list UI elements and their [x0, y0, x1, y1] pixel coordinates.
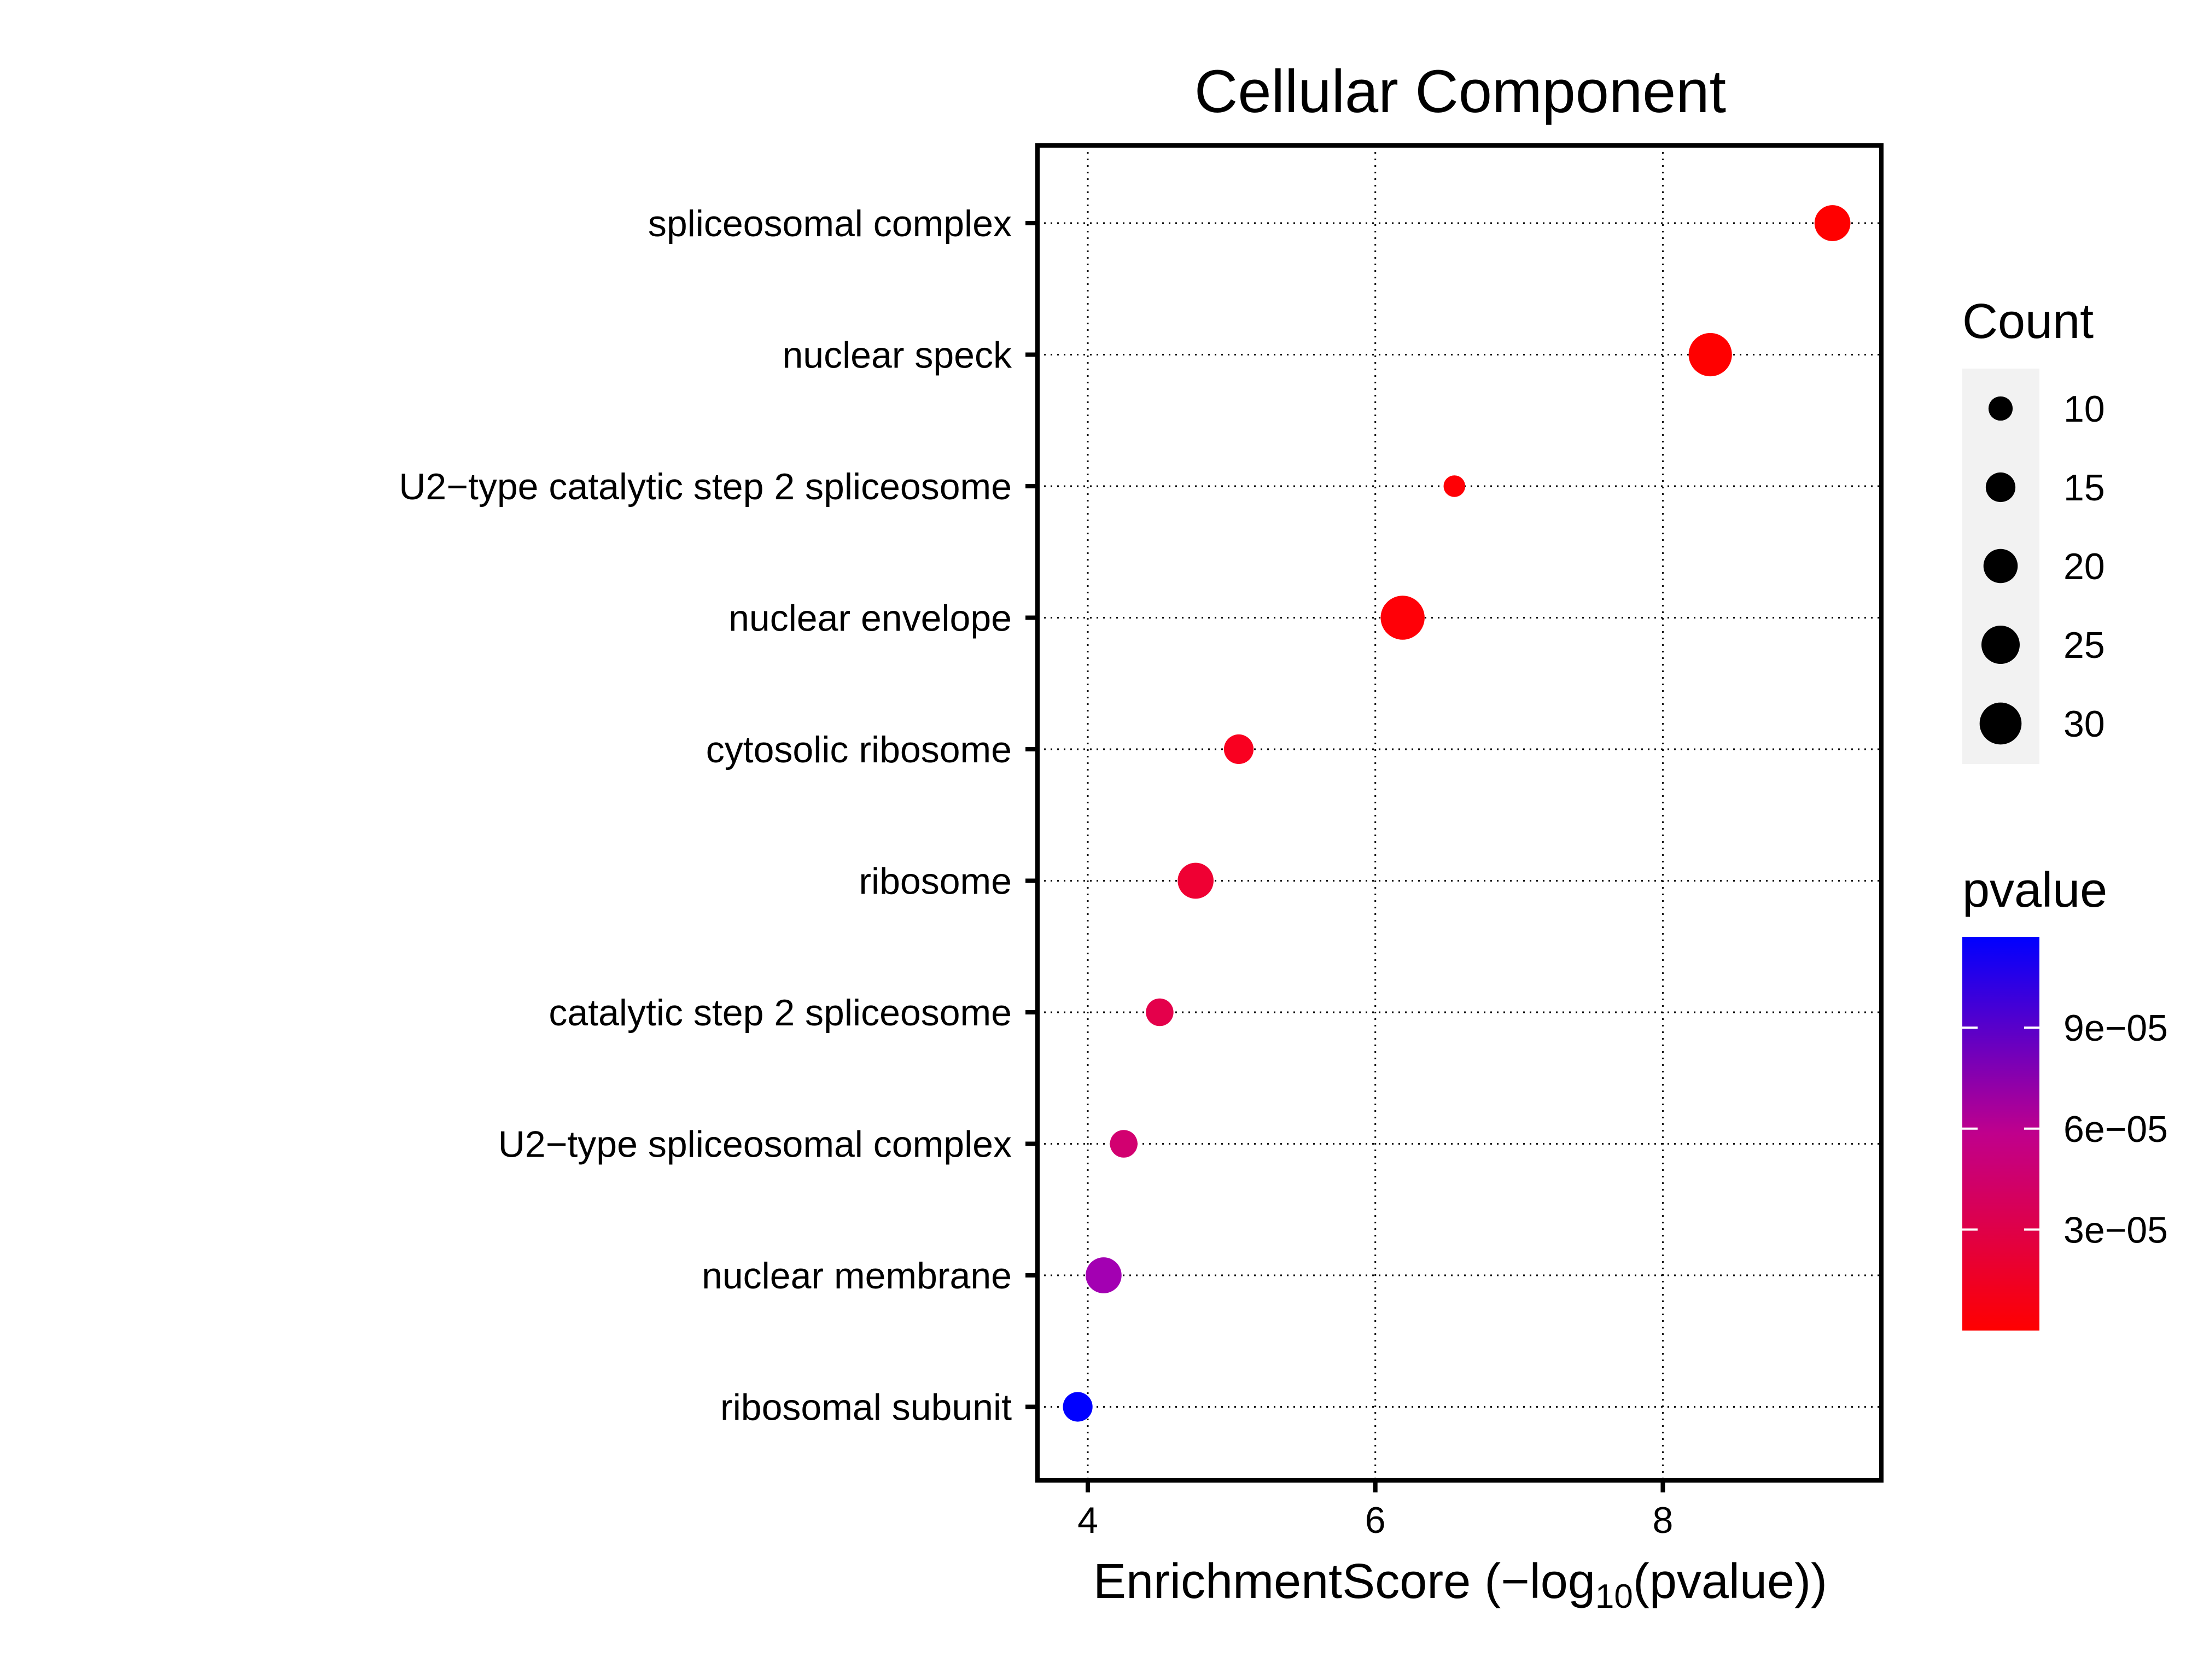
- y-axis-tick-label: ribosome: [859, 861, 1012, 902]
- y-axis-tick-label: nuclear membrane: [702, 1255, 1012, 1297]
- count-legend-label: 10: [2063, 388, 2105, 430]
- y-axis-tick-label: spliceosomal complex: [648, 203, 1012, 244]
- x-axis-title-subscript: 10: [1595, 1578, 1633, 1615]
- count-legend: Count 10 15 20 25 30: [1962, 294, 2105, 764]
- count-legend-label: 15: [2063, 467, 2105, 509]
- colorbar-tick-label: 9e−05: [2063, 1007, 2168, 1049]
- y-axis-tick-label: catalytic step 2 spliceosome: [549, 992, 1012, 1034]
- pvalue-legend-ticks: 3e−05 6e−05 9e−05: [1962, 1007, 2168, 1251]
- grid-layer: [1037, 145, 1881, 1480]
- pvalue-colorbar: [1962, 937, 2039, 1331]
- x-axis: 4 6 8: [1077, 1480, 1673, 1541]
- data-point: [1086, 1257, 1122, 1293]
- data-point: [1223, 734, 1254, 765]
- count-legend-title: Count: [1962, 294, 2094, 349]
- count-legend-label: 20: [2063, 546, 2105, 587]
- points-layer: [1063, 205, 1851, 1422]
- count-legend-label: 25: [2063, 625, 2105, 666]
- y-axis-tick-label: ribosomal subunit: [720, 1387, 1012, 1428]
- y-axis-tick-label: U2−type spliceosomal complex: [498, 1124, 1012, 1165]
- x-axis-title-main: EnrichmentScore (−log: [1093, 1554, 1595, 1609]
- y-axis-tick-label: cytosolic ribosome: [706, 729, 1012, 771]
- data-point: [1146, 998, 1174, 1026]
- x-axis-tick-label: 4: [1077, 1500, 1098, 1541]
- count-legend-label: 30: [2063, 703, 2105, 745]
- data-point: [1110, 1130, 1138, 1158]
- count-legend-key: [1985, 472, 2016, 503]
- count-legend-key: [1988, 396, 2013, 421]
- data-point: [1063, 1392, 1093, 1422]
- pvalue-legend-title: pvalue: [1962, 863, 2107, 918]
- pvalue-legend: pvalue 3e−05 6e−05 9e−05: [1962, 863, 2168, 1331]
- count-legend-items: 10 15 20 25 30: [1979, 388, 2105, 745]
- data-point: [1814, 205, 1851, 241]
- data-point: [1177, 862, 1214, 899]
- x-axis-title-tail: (pvalue)): [1633, 1554, 1827, 1609]
- count-legend-key: [1979, 702, 2022, 745]
- chart-title: Cellular Component: [1194, 58, 1726, 125]
- y-axis-tick-label: U2−type catalytic step 2 spliceosome: [399, 466, 1012, 508]
- count-legend-key: [1981, 626, 2020, 664]
- colorbar-tick-label: 6e−05: [2063, 1109, 2168, 1150]
- count-legend-key: [1983, 549, 2018, 584]
- y-axis-tick-label: nuclear speck: [782, 335, 1012, 376]
- data-point: [1443, 475, 1466, 497]
- x-axis-tick-label: 8: [1653, 1500, 1674, 1541]
- x-axis-tick-label: 6: [1365, 1500, 1386, 1541]
- colorbar-tick-label: 3e−05: [2063, 1209, 2168, 1251]
- x-axis-title: EnrichmentScore (−log10(pvalue)): [1093, 1554, 1827, 1615]
- y-axis-tick-label: nuclear envelope: [728, 598, 1012, 639]
- y-axis: spliceosomal complex nuclear speck U2−type…: [399, 203, 1037, 1428]
- data-point: [1380, 596, 1425, 640]
- plot-panel-border: [1035, 143, 1884, 1483]
- data-point: [1688, 332, 1732, 377]
